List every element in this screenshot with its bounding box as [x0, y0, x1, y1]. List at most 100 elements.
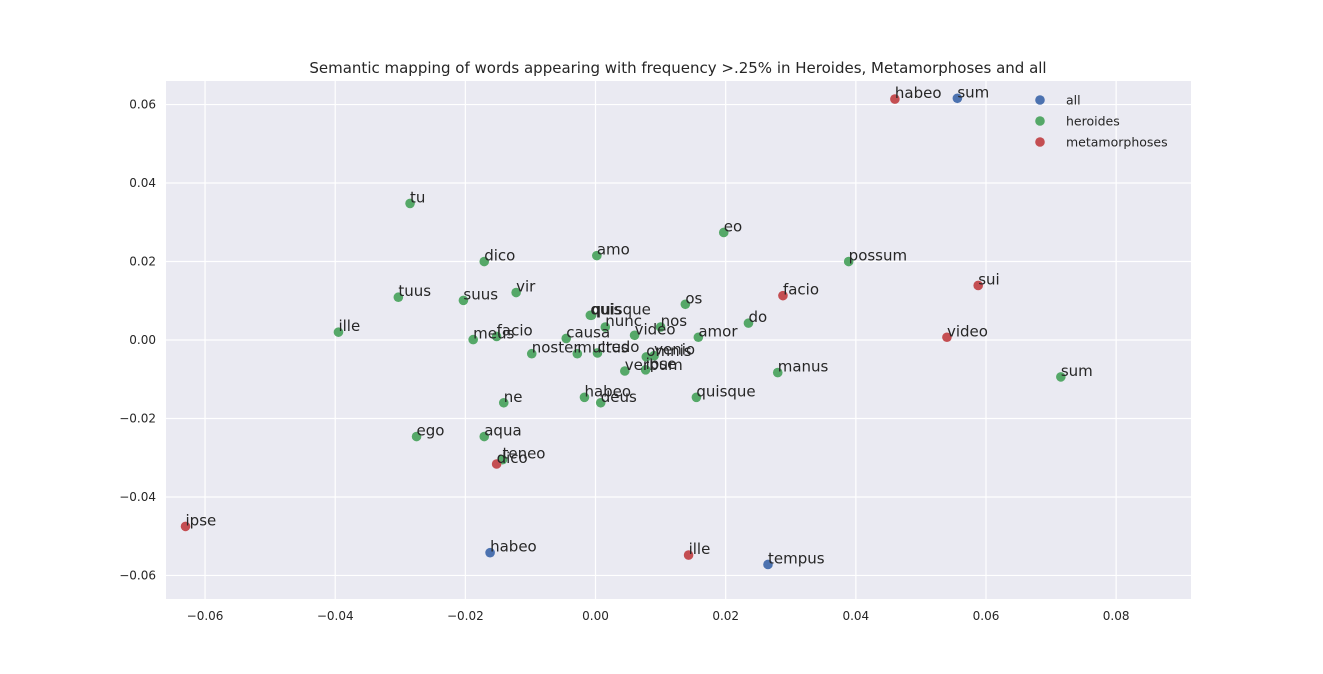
- y-tick-label: 0.06: [129, 98, 156, 112]
- point-label: deus: [601, 388, 637, 406]
- data-point-heroides: [479, 256, 490, 267]
- data-point-heroides: [579, 392, 590, 403]
- data-point-heroides: [526, 348, 537, 359]
- point-label: habeo: [490, 538, 537, 556]
- x-tick-label: 0.04: [842, 609, 869, 623]
- data-point-heroides: [592, 250, 602, 261]
- point-label: ipse: [646, 355, 677, 373]
- data-point-heroides: [629, 330, 640, 341]
- legend-label: heroides: [1066, 114, 1120, 129]
- x-axis: −0.06 −0.04 −0.02 0.00 0.02 0.04 0.06 0.08: [187, 609, 1130, 623]
- data-point-metamorphoses: [683, 550, 694, 560]
- data-point-heroides: [491, 331, 502, 342]
- point-label: manus: [778, 358, 829, 376]
- data-point-all: [952, 93, 963, 104]
- y-tick-label: 0.00: [129, 333, 156, 347]
- legend: all heroides metamorphoses: [1035, 93, 1168, 150]
- point-label: sum: [957, 83, 989, 101]
- legend-label: all: [1066, 93, 1081, 108]
- point-label: habeo: [584, 382, 631, 400]
- point-label: vir: [516, 278, 536, 296]
- legend-label: metamorphoses: [1066, 135, 1168, 150]
- grid-lines: [166, 81, 1191, 599]
- data-point-metamorphoses: [491, 459, 502, 469]
- point-label: quis: [590, 300, 621, 318]
- point-label: habeo: [895, 84, 942, 102]
- point-label: eo: [724, 217, 742, 235]
- point-label: do: [748, 308, 767, 326]
- data-point-heroides: [772, 367, 783, 378]
- x-tick-label: −0.02: [447, 609, 484, 623]
- x-tick-label: 0.06: [973, 609, 1000, 623]
- data-point-heroides: [680, 299, 691, 310]
- x-tick-label: 0.00: [582, 609, 609, 623]
- point-label: noster: [532, 339, 581, 357]
- y-tick-label: −0.02: [119, 411, 156, 425]
- x-tick-label: −0.04: [317, 609, 354, 623]
- point-label: multus: [577, 339, 629, 357]
- legend-marker-all: [1035, 95, 1045, 105]
- point-label: causa: [566, 323, 610, 341]
- point-label: tu: [410, 188, 425, 206]
- point-label: nunc: [605, 312, 642, 330]
- y-tick-label: −0.04: [119, 490, 156, 504]
- point-label: possum: [849, 247, 907, 265]
- point-label: video: [635, 320, 676, 338]
- point-label: omnis: [646, 342, 691, 360]
- data-point-heroides: [693, 332, 704, 343]
- point-label: dico: [484, 247, 515, 265]
- point-label: ille: [338, 317, 360, 335]
- point-label: teneo: [502, 445, 545, 463]
- data-point-heroides: [405, 198, 415, 209]
- data-point-heroides: [511, 287, 521, 298]
- data-point-heroides: [743, 318, 754, 328]
- data-point-heroides: [468, 334, 478, 345]
- data-point-heroides: [620, 366, 630, 376]
- point-label: ipse: [186, 511, 217, 529]
- point-label: nos: [661, 312, 688, 330]
- point-label: os: [685, 289, 702, 307]
- data-point-heroides: [640, 365, 651, 375]
- point-label: ne: [504, 388, 523, 406]
- point-label: ego: [417, 422, 445, 440]
- point-label: aqua: [484, 422, 521, 440]
- point-labels: sum habeo tempus tu eo amo dico possum vir tuus su…: [186, 83, 1093, 567]
- legend-marker-metamorphoses: [1035, 137, 1045, 147]
- data-point-metamorphoses: [180, 521, 191, 532]
- data-point-heroides: [691, 392, 702, 403]
- data-point-all: [485, 547, 495, 558]
- data-point-heroides: [592, 348, 603, 358]
- y-tick-label: 0.02: [129, 255, 156, 269]
- data-point-metamorphoses: [890, 94, 900, 104]
- data-point-metamorphoses: [973, 280, 983, 291]
- point-label: facio: [783, 281, 819, 299]
- data-point-heroides: [595, 397, 606, 408]
- data-point-heroides: [393, 292, 404, 303]
- data-point-heroides: [655, 322, 666, 332]
- chart-title: Semantic mapping of words appearing with…: [309, 59, 1046, 77]
- data-point-heroides: [649, 350, 659, 361]
- x-tick-label: 0.08: [1103, 609, 1130, 623]
- y-axis: −0.06 −0.04 −0.02 0.00 0.02 0.04 0.06: [119, 98, 156, 583]
- point-label: verbum: [625, 356, 683, 374]
- point-label: facio: [497, 321, 533, 339]
- point-label: amor: [698, 322, 738, 340]
- data-point-heroides: [641, 352, 652, 362]
- point-label: ille: [689, 540, 711, 558]
- data-point-heroides: [718, 227, 729, 238]
- data-point-heroides: [479, 431, 490, 442]
- data-point-heroides: [411, 431, 422, 442]
- y-tick-label: −0.06: [119, 568, 156, 582]
- point-label: tempus: [768, 549, 825, 567]
- point-label: sum: [1061, 362, 1093, 380]
- data-point-heroides: [843, 256, 854, 267]
- data-points: [180, 93, 1066, 570]
- y-tick-label: 0.04: [129, 176, 156, 190]
- data-point-heroides: [586, 310, 597, 321]
- point-label: tuus: [398, 282, 431, 300]
- point-label: credo: [597, 338, 639, 356]
- point-label: video: [947, 322, 988, 340]
- point-label: suus: [463, 285, 498, 303]
- point-label: quisque: [592, 300, 651, 318]
